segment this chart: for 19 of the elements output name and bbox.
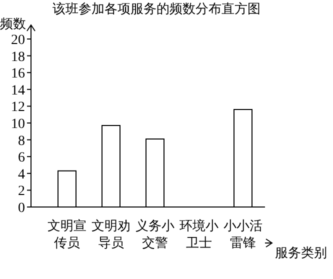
y-tick-label: 4 bbox=[18, 167, 25, 182]
y-tick-label: 16 bbox=[11, 66, 25, 82]
y-tick-label: 12 bbox=[11, 100, 25, 116]
x-tick-label: 环境小卫士 bbox=[180, 218, 218, 251]
x-tick-label: 文明劝导员 bbox=[92, 219, 130, 251]
y-tick-label: 2 bbox=[18, 184, 25, 200]
chart-title: 该班参加各项服务的频数分布直方图 bbox=[52, 1, 260, 17]
x-tick-label: 文明宣传员 bbox=[48, 218, 86, 251]
y-tick-label: 8 bbox=[18, 134, 25, 149]
x-tick-label: 义务小交警 bbox=[136, 219, 174, 251]
y-tick-label: 6 bbox=[18, 150, 25, 166]
y-axis-title: 频数 bbox=[0, 17, 26, 32]
x-axis-title: 服务类别 bbox=[275, 246, 327, 261]
y-tick-label: 0 bbox=[18, 200, 25, 216]
y-tick-label: 10 bbox=[11, 116, 25, 132]
y-tick-label: 20 bbox=[11, 32, 25, 48]
y-tick-label: 18 bbox=[11, 50, 25, 65]
x-tick-label: 小小活雷锋 bbox=[224, 219, 262, 251]
y-tick-label: 14 bbox=[11, 83, 25, 98]
